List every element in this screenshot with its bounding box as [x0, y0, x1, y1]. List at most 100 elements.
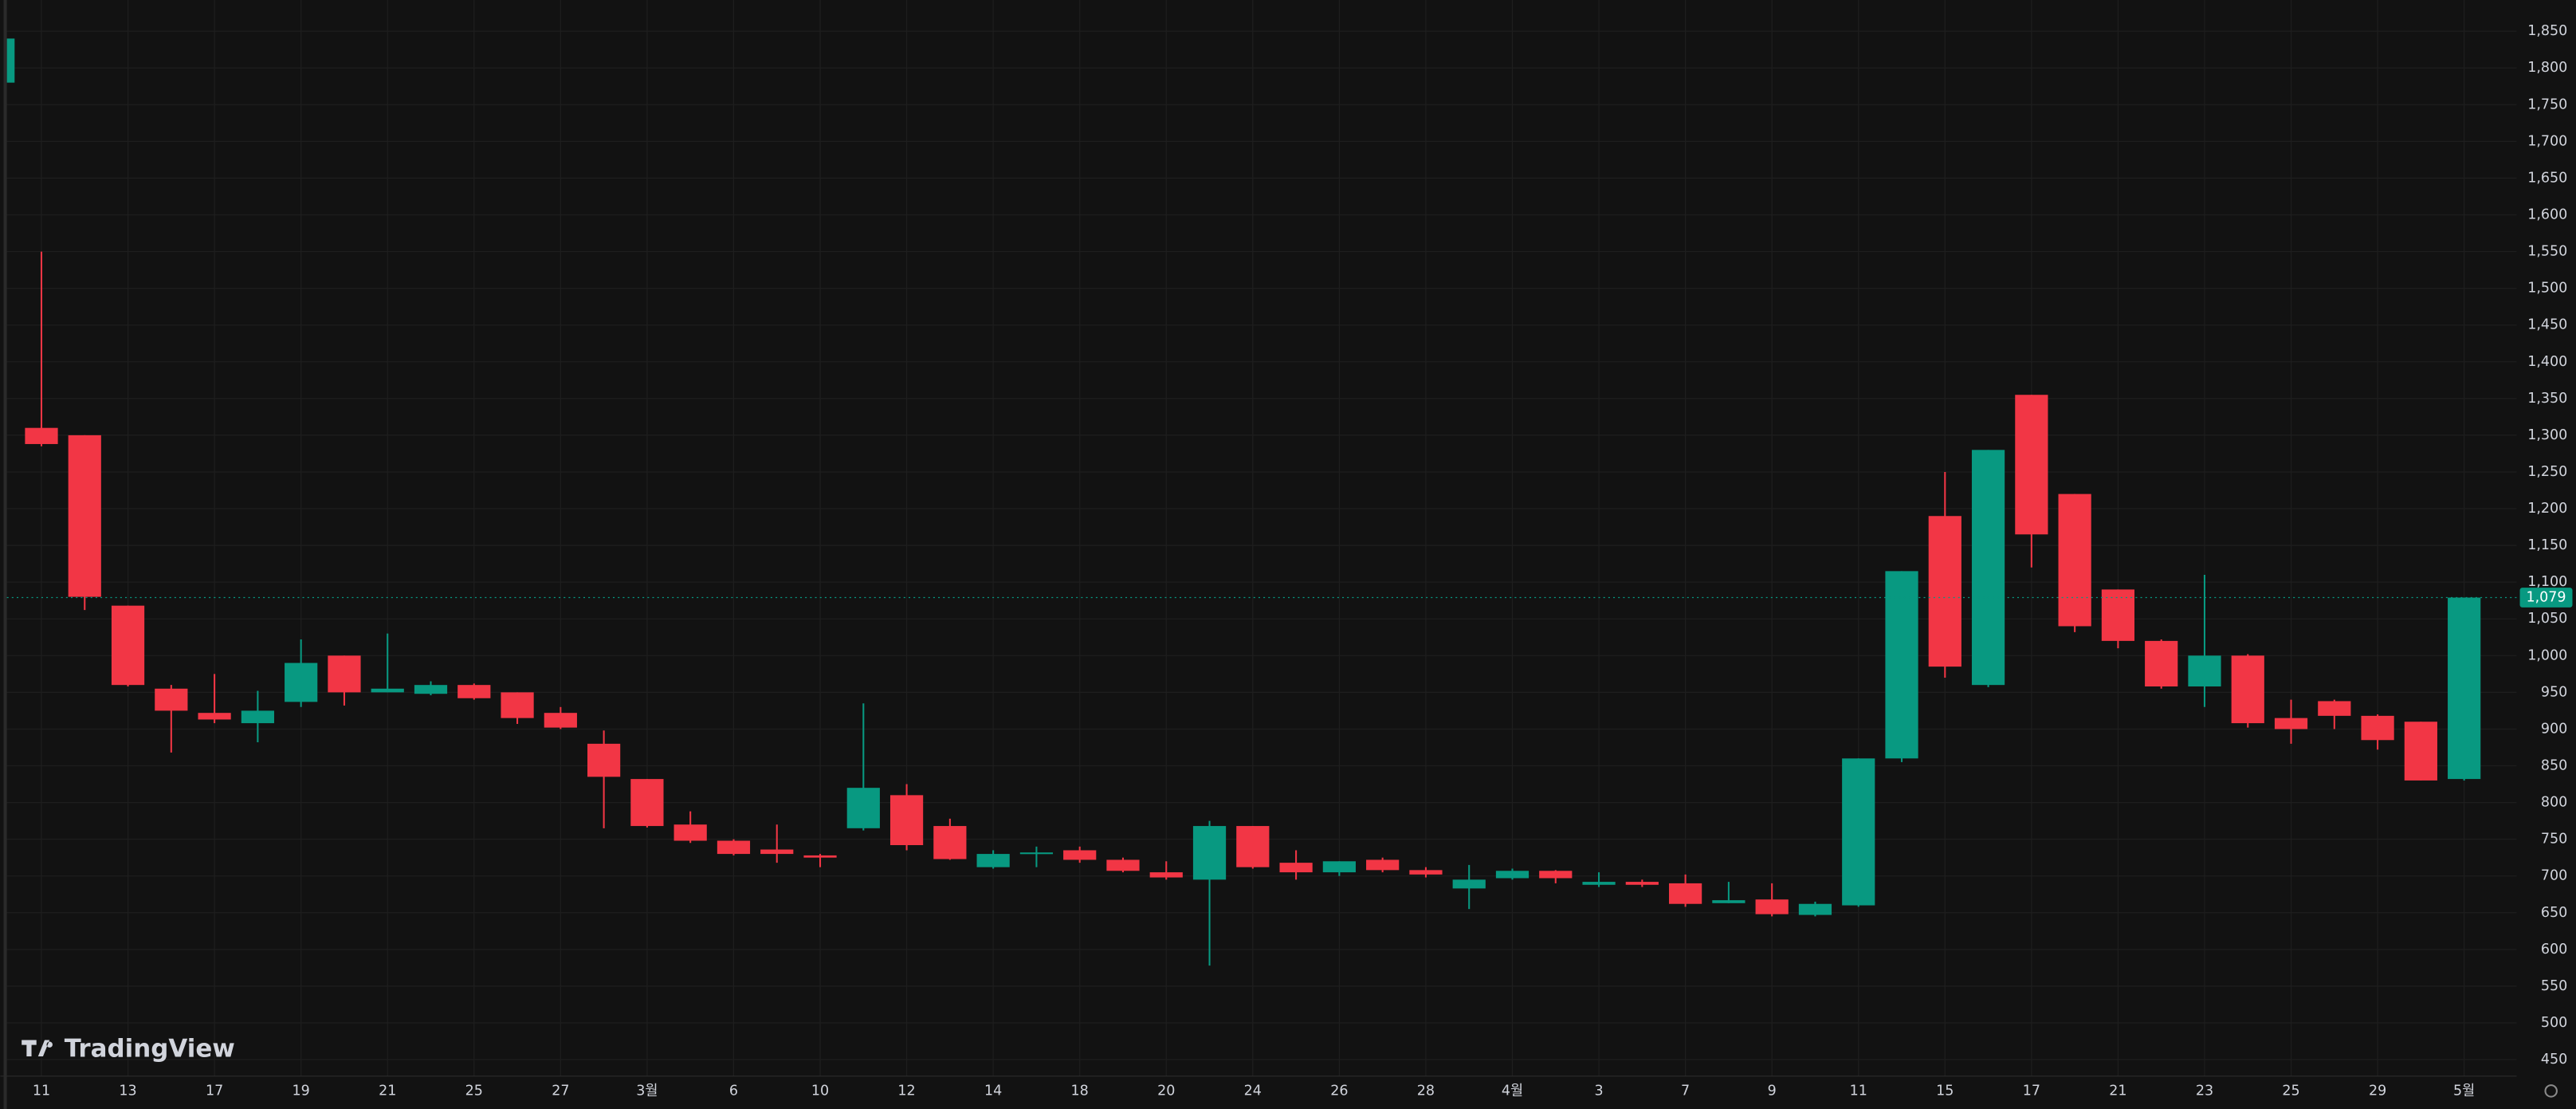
candle-body [1712, 900, 1745, 903]
candle-body [328, 655, 361, 693]
candle-body [2231, 655, 2264, 724]
candle-body [25, 427, 58, 444]
y-tick-label: 1,500 [2527, 281, 2567, 297]
y-tick-label: 1,250 [2527, 464, 2567, 480]
y-tick-label: 1,350 [2527, 391, 2567, 407]
y-tick-label: 700 [2541, 868, 2567, 884]
y-tick-label: 900 [2541, 721, 2567, 737]
candle-body [889, 795, 924, 846]
candle-body [1019, 852, 1054, 855]
y-tick-label: 1,600 [2527, 206, 2567, 222]
x-tick-label: 17 [2023, 1083, 2040, 1099]
candle-body [1971, 450, 2005, 686]
candle-body [198, 713, 231, 720]
y-tick-label: 1,000 [2527, 647, 2567, 663]
candle-body [414, 685, 448, 694]
candle-body [630, 779, 664, 827]
candle-body [501, 692, 534, 718]
x-tick-label: 15 [1936, 1083, 1954, 1099]
candle-body [803, 855, 837, 858]
candle-body [2058, 494, 2091, 627]
candle-body [155, 688, 188, 711]
x-tick-label: 6 [729, 1083, 738, 1099]
candle-body [2361, 715, 2394, 741]
y-tick-label: 1,150 [2527, 537, 2567, 553]
x-tick-label: 26 [1330, 1083, 1348, 1099]
x-tick-label: 13 [119, 1083, 136, 1099]
y-tick-label: 1,050 [2527, 611, 2567, 627]
x-tick-label: 29 [2369, 1083, 2386, 1099]
x-tick-label: 17 [206, 1083, 223, 1099]
candle-body [1149, 872, 1183, 878]
candle-body [2015, 395, 2048, 535]
candle-body [760, 849, 794, 855]
candle-body [1842, 758, 1875, 906]
y-tick-label: 1,700 [2527, 133, 2567, 149]
candle-body [285, 663, 318, 702]
candle-body [68, 435, 101, 597]
candle-body [371, 688, 404, 693]
y-tick-label: 800 [2541, 795, 2567, 811]
y-tick-label: 1,750 [2527, 96, 2567, 112]
y-tick-label: 450 [2541, 1052, 2567, 1068]
x-tick-label: 4월 [1502, 1083, 1523, 1099]
candle-body [1452, 879, 1486, 889]
candle-body [1236, 826, 1270, 867]
y-tick-label: 850 [2541, 758, 2567, 774]
logo-icon [22, 1040, 53, 1057]
y-tick-label: 500 [2541, 1015, 2567, 1031]
candle-body [1669, 883, 1702, 904]
x-tick-label: 7 [1681, 1083, 1690, 1099]
y-tick-label: 650 [2541, 905, 2567, 921]
candle-body [2448, 597, 2481, 780]
x-tick-label: 3 [1594, 1083, 1603, 1099]
y-tick-label: 1,400 [2527, 354, 2567, 370]
candle-body [933, 826, 967, 859]
candle-body [1322, 861, 1356, 873]
candle-body [6, 38, 15, 83]
x-tick-label: 25 [465, 1083, 483, 1099]
x-tick-label: 21 [379, 1083, 396, 1099]
x-tick-label: 24 [1244, 1083, 1262, 1099]
x-tick-label: 5월 [2453, 1083, 2475, 1099]
candle-body [1192, 826, 1227, 880]
candle-body [457, 685, 491, 698]
watermark: TradingView [65, 1034, 235, 1063]
y-tick-label: 1,450 [2527, 317, 2567, 333]
candle-body [976, 854, 1010, 867]
x-tick-label: 10 [811, 1083, 829, 1099]
candle-body [846, 788, 880, 828]
y-tick-label: 950 [2541, 684, 2567, 700]
candle-body [544, 713, 577, 728]
y-tick-label: 600 [2541, 942, 2567, 958]
x-tick-label: 20 [1157, 1083, 1175, 1099]
candle-body [673, 824, 707, 841]
y-tick-label: 1,850 [2527, 23, 2567, 39]
x-tick-label: 21 [2109, 1083, 2126, 1099]
x-tick-label: 23 [2196, 1083, 2213, 1099]
candles [6, 38, 2481, 966]
candle-body [1409, 870, 1443, 875]
candle-body [241, 710, 274, 724]
candle-body [1106, 859, 1140, 871]
y-tick-label: 1,200 [2527, 501, 2567, 517]
x-tick-label: 11 [33, 1083, 50, 1099]
settings-icon[interactable] [2544, 1084, 2558, 1098]
x-tick-label: 14 [984, 1083, 1002, 1099]
y-tick-label: 1,100 [2527, 574, 2567, 590]
candle-body [1928, 516, 1961, 667]
candle-body [2145, 640, 2178, 687]
y-tick-label: 550 [2541, 978, 2567, 994]
grid [6, 0, 2517, 1076]
candle-body [1625, 882, 1659, 885]
x-tick-label: 19 [293, 1083, 310, 1099]
x-tick-label: 25 [2282, 1083, 2299, 1099]
candle-body [1366, 859, 1400, 871]
y-tick-label: 1,650 [2527, 170, 2567, 186]
y-tick-label: 1,300 [2527, 427, 2567, 443]
candle-body [2318, 701, 2351, 716]
x-tick-label: 9 [1768, 1083, 1777, 1099]
candle-body [587, 743, 621, 777]
